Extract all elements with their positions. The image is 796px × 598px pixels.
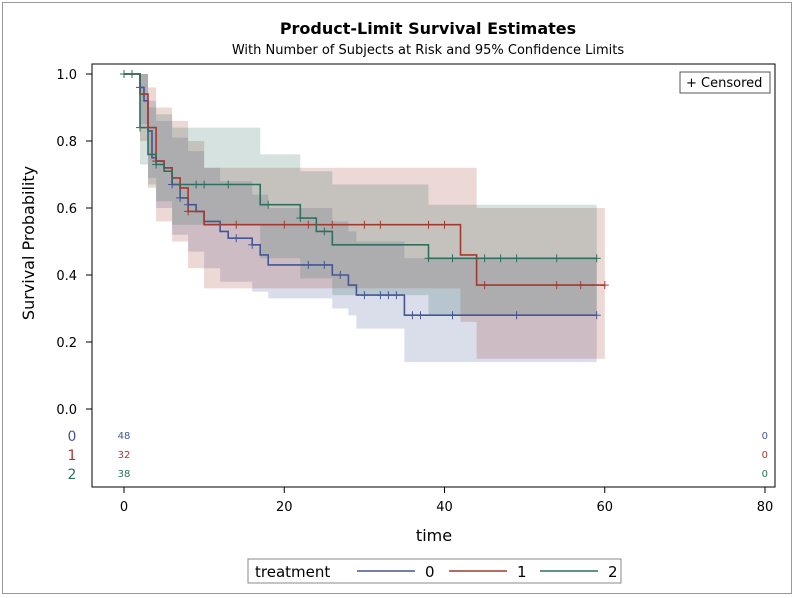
survival-curve-group-1 — [124, 73, 605, 286]
censored-inset-legend: + Censored — [679, 71, 771, 94]
at-risk-count-group-2: 0 — [762, 469, 768, 480]
at-risk-count-group-0: 48 — [118, 431, 131, 442]
y-tick-label: 0.6 — [56, 202, 77, 217]
survival-curves — [124, 73, 605, 317]
at-risk-group-label-0: 0 — [68, 429, 77, 445]
chart-subtitle: With Number of Subjects at Risk and 95% … — [232, 43, 625, 58]
at-risk-count-group-1: 0 — [762, 450, 768, 461]
legend-label-group-0: 0 — [425, 563, 435, 581]
legend-title: treatment — [255, 563, 330, 581]
chart-title: Product-Limit Survival Estimates — [280, 19, 576, 38]
censored-inset-box — [679, 71, 771, 94]
at-risk-group-label-2: 2 — [68, 467, 77, 483]
x-tick-label: 60 — [596, 500, 613, 515]
x-tick-label: 20 — [276, 500, 293, 515]
x-tick-label: 0 — [120, 500, 128, 515]
ci-band-group-0 — [124, 74, 597, 363]
censor-marks — [120, 70, 609, 320]
survival-curve-group-2 — [124, 73, 597, 260]
at-risk-group-label-1: 1 — [68, 448, 77, 464]
at-risk-table: 0 48 0 1 32 0 2 38 0 — [68, 429, 768, 483]
censored-inset-label: + Censored — [686, 76, 762, 91]
x-axis-label: time — [416, 526, 452, 545]
y-tick-label: 0.2 — [56, 336, 77, 351]
ci-band-group-2 — [124, 74, 597, 316]
at-risk-count-group-1: 32 — [118, 450, 131, 461]
at-risk-count-group-2: 38 — [118, 469, 131, 480]
y-tick-label: 0.0 — [56, 403, 77, 418]
y-axis: 0.0 0.2 0.4 0.6 0.8 1.0 — [56, 68, 92, 418]
y-tick-label: 1.0 — [56, 68, 77, 83]
y-tick-label: 0.4 — [56, 269, 77, 284]
y-axis-label: Survival Probability — [19, 166, 38, 320]
x-tick-label: 80 — [757, 500, 774, 515]
legend: treatment 0 1 2 — [247, 558, 622, 584]
x-axis: 0 20 40 60 80 — [120, 487, 773, 515]
confidence-bands — [124, 74, 605, 363]
y-tick-label: 0.8 — [56, 135, 77, 150]
legend-label-group-2: 2 — [608, 563, 618, 581]
x-tick-label: 40 — [436, 500, 453, 515]
at-risk-count-group-0: 0 — [762, 431, 768, 442]
legend-entries: 0 1 2 — [357, 563, 618, 581]
legend-label-group-1: 1 — [517, 563, 527, 581]
